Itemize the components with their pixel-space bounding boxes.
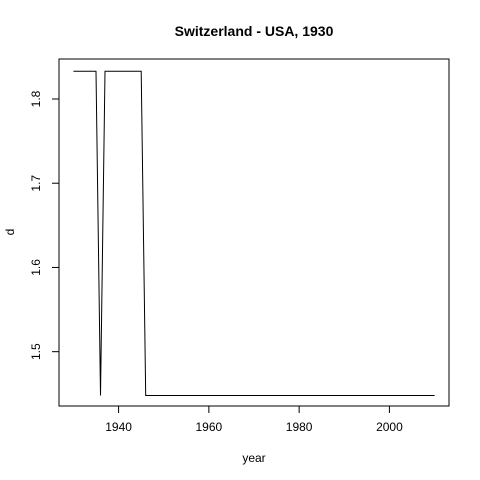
y-axis: 1.5 1.6 1.7 1.8 (29, 90, 59, 360)
plot-frame (58, 58, 450, 407)
y-tick-label: 1.6 (29, 259, 43, 276)
x-tick-label: 1980 (286, 420, 313, 434)
x-tick-label: 1960 (196, 420, 223, 434)
x-axis-label: year (242, 451, 265, 465)
y-tick-label: 1.7 (29, 175, 43, 192)
x-axis: 1940 1960 1980 2000 (105, 406, 403, 434)
chart-title: Switzerland - USA, 1930 (175, 23, 334, 39)
series-line-0 (73, 70, 435, 396)
y-tick-label: 1.8 (29, 90, 43, 107)
x-tick-label: 2000 (376, 420, 403, 434)
y-axis-label: d (3, 229, 17, 236)
y-tick-label: 1.5 (29, 343, 43, 360)
x-tick-label: 1940 (105, 420, 132, 434)
plot-lines (73, 70, 435, 396)
